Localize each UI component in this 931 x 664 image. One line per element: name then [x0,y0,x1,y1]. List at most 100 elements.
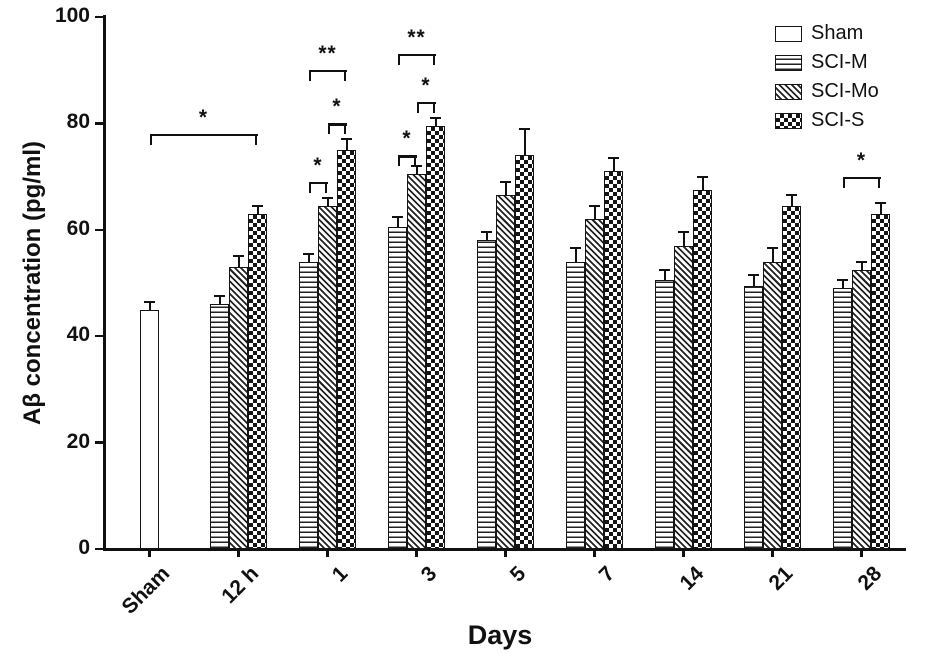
error-bar [326,197,329,206]
sig-bracket-line [308,70,347,73]
bar-SCI-S-7 [604,171,623,549]
sig-bracket-end [433,54,436,66]
sig-bracket-end [878,176,881,188]
sig-bracket-end [255,134,258,146]
error-bar [345,139,348,150]
sig-bracket-line [416,102,436,105]
bar-SCI-Mo-7 [585,219,604,549]
sig-bracket-end [397,155,400,167]
error-bar-cap [214,295,225,298]
error-bar-cap [500,180,511,183]
error-bar-cap [856,260,867,263]
error-bar-cap [233,255,244,258]
error-bar-cap [341,138,352,141]
legend-entry: SCI-M [775,51,879,74]
y-tick-label: 0 [78,536,90,559]
bar-SCI-Mo-1 [318,205,337,549]
bar-SCI-Mo-28 [852,269,871,549]
error-bar-cap [589,204,600,207]
legend-label: SCI-Mo [811,80,879,102]
y-axis-title: Aβ concentration (pg/ml) [19,141,46,425]
sig-bracket-end [149,134,152,146]
sig-asterisk-label: * [198,106,209,130]
bar-SCI-S-3 [426,126,445,549]
y-axis-line [103,15,106,551]
sig-bracket-line [397,54,436,57]
error-bar [771,248,774,262]
sig-bracket-end [344,123,347,135]
error-bar-cap [697,175,708,178]
sig-bracket-end [842,176,845,188]
error-bar [523,128,526,156]
x-tick [593,550,596,557]
bar-SCI-M-5 [477,240,496,549]
bar-SCI-M-12 h [210,304,229,549]
legend-swatch-plain [775,25,802,42]
error-bar [663,269,666,281]
legend-label: SCI-M [811,51,868,73]
sig-bracket-end [397,54,400,66]
error-bar-cap [411,164,422,167]
sig-bracket-end [308,181,311,193]
bar-SCI-S-1 [337,150,356,549]
error-bar [790,195,793,206]
y-tick-label: 20 [66,429,90,453]
sig-bracket-end [416,102,419,114]
bar-SCI-Mo-5 [496,195,515,549]
sig-bracket-line [397,155,417,158]
error-bar [485,232,488,241]
error-bar-cap [144,300,155,303]
error-bar-cap [608,156,619,159]
error-bar [504,181,507,196]
sig-bracket-end [327,123,330,135]
sig-bracket-line [149,134,258,137]
sig-asterisk-label: * [313,153,323,177]
legend-entry: SCI-S [775,109,879,132]
sig-bracket-end [325,181,328,193]
bar-SCI-Mo-3 [407,173,426,549]
bar-SCI-M-1 [299,261,318,549]
sig-asterisk-label: * [421,74,431,98]
x-axis-title: Days [467,620,533,650]
y-tick [95,334,103,338]
error-bar-cap [252,204,263,207]
sig-bracket-end [414,155,417,167]
bar-SCI-M-14 [655,280,674,549]
error-bar-cap [748,274,759,277]
sig-asterisk-label: * [332,95,342,119]
bar-SCI-S-21 [782,205,801,549]
x-tick [326,550,329,557]
error-bar [593,205,596,220]
legend: Sham SCI-M SCI-Mo SCI-S [775,22,879,138]
bar-SCI-M-28 [833,288,852,549]
sig-asterisk-label: * [402,127,412,151]
x-tick [860,550,863,557]
x-tick [237,550,240,557]
sig-bracket-end [308,70,311,82]
error-bar [752,275,755,286]
y-tick [95,547,103,551]
error-bar-cap [875,202,886,205]
sig-bracket-end [433,102,436,114]
error-bar [237,256,240,268]
legend-entry: Sham [775,22,879,45]
bar-SCI-Mo-12 h [229,267,248,549]
y-tick [95,122,103,125]
error-bar [307,253,310,262]
error-bar [682,232,685,246]
sig-bracket-line [327,123,347,126]
sig-asterisk-label: ** [407,26,426,50]
x-tick [771,550,774,557]
error-bar-cap [570,247,581,250]
y-tick-label: 100 [54,4,90,27]
bar-SCI-M-21 [744,285,763,549]
error-bar-cap [678,231,689,234]
y-tick-label: 80 [66,110,90,134]
bar-SCI-S-14 [693,189,712,549]
legend-swatch-diag [775,83,802,100]
sig-bracket-line [842,176,881,179]
error-bar [396,216,399,228]
error-bar [612,157,615,172]
error-bar-cap [519,127,530,130]
